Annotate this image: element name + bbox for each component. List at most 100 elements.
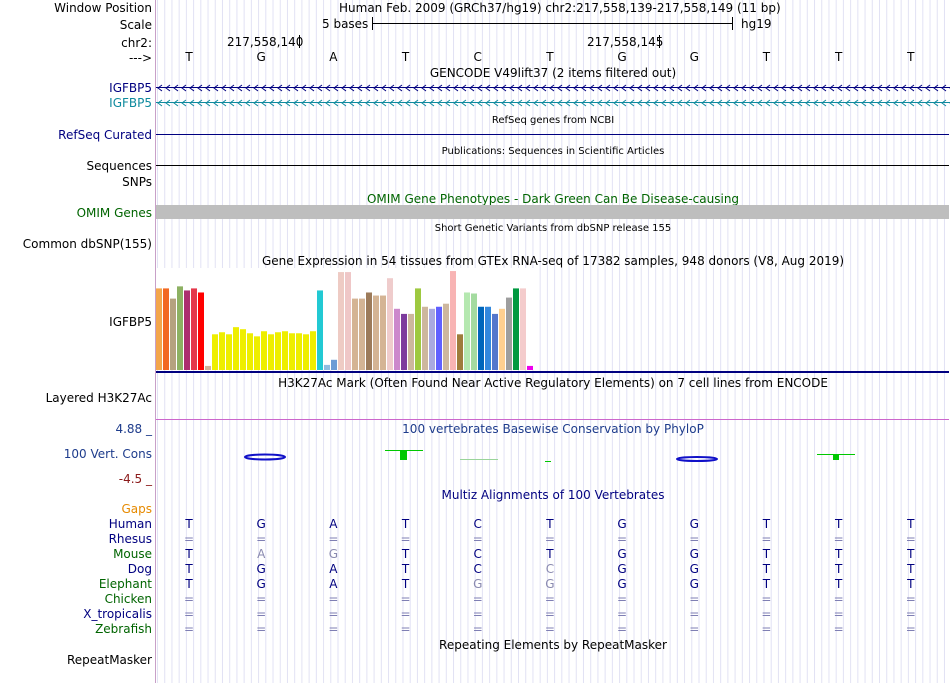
alignment-base: T <box>907 562 915 576</box>
alignment-base: T <box>401 547 410 561</box>
gencode-gene-igfbp5-a[interactable] <box>156 81 950 95</box>
alignment-base: G <box>689 547 699 561</box>
repeatmasker-label[interactable]: RepeatMasker <box>66 653 152 667</box>
alignment-base: = <box>833 532 844 546</box>
alignment-base: = <box>689 592 700 606</box>
h3k27ac-signal-line[interactable] <box>156 419 949 420</box>
alignment-base: T <box>834 517 843 531</box>
alignment-base: T <box>185 577 193 591</box>
alignment-base: A <box>329 517 338 531</box>
alignment-base: = <box>256 607 267 621</box>
alignment-base: T <box>834 547 843 561</box>
gtex-bar-45 <box>471 293 477 370</box>
species-label-x_tropicalis[interactable]: X_tropicalis <box>83 607 152 621</box>
gtex-bar-35 <box>401 313 407 370</box>
omim-title: OMIM Gene Phenotypes - Dark Green Can Be… <box>366 192 740 206</box>
base-8: T <box>762 50 771 64</box>
alignment-base: = <box>689 607 700 621</box>
alignment-base: T <box>401 562 410 576</box>
dbsnp-label[interactable]: Common dbSNP(155) <box>22 237 152 251</box>
gtex-bar-48 <box>492 313 498 370</box>
alignment-base: = <box>256 592 267 606</box>
alignment-base: = <box>328 607 339 621</box>
alignment-base: = <box>761 532 772 546</box>
phylop-mark-t3 <box>817 454 855 460</box>
alignment-base: = <box>905 592 916 606</box>
alignment-base: = <box>544 532 555 546</box>
refseq-gene-line[interactable] <box>156 134 949 135</box>
base-3: T <box>401 50 410 64</box>
species-label-zebrafish[interactable]: Zebrafish <box>95 622 152 636</box>
base-7: G <box>689 50 699 64</box>
refseq-label[interactable]: RefSeq Curated <box>58 128 152 142</box>
alignment-base: = <box>544 622 555 636</box>
alignment-base: G <box>617 577 627 591</box>
gencode-gene-igfbp5-b[interactable] <box>156 96 950 110</box>
gtex-bar-24 <box>324 364 330 370</box>
alignment-base: A <box>257 547 266 561</box>
base-9: T <box>834 50 843 64</box>
gtex-label[interactable]: IGFBP5 <box>109 315 152 329</box>
gencode-gene-igfbp5-b-label[interactable]: IGFBP5 <box>109 96 152 110</box>
species-label-elephant[interactable]: Elephant <box>98 577 152 591</box>
sequences-label[interactable]: Sequences <box>86 159 152 173</box>
alignment-base: T <box>907 577 915 591</box>
phylop-label[interactable]: 100 Vert. Cons <box>63 447 152 461</box>
gtex-bar-43 <box>457 334 463 370</box>
gencode-title: GENCODE V49lift37 (2 items filtered out) <box>429 66 677 80</box>
gtex-bar-51 <box>513 288 519 370</box>
window-position-value[interactable]: Human Feb. 2009 (GRCh37/hg19) chr2:217,5… <box>339 1 781 15</box>
snps-label[interactable]: SNPs <box>122 175 152 189</box>
base-4: C <box>473 50 482 64</box>
gtex-bar-19 <box>289 333 295 370</box>
scale-bar <box>372 23 733 24</box>
gtex-bar-50 <box>506 297 512 370</box>
species-label-dog[interactable]: Dog <box>127 562 152 576</box>
gtex-bar-26 <box>338 272 344 370</box>
base-1: G <box>256 50 266 64</box>
dbsnp-title: Short Genetic Variants from dbSNP releas… <box>434 223 672 234</box>
alignment-base: = <box>472 607 483 621</box>
h3k27ac-label[interactable]: Layered H3K27Ac <box>45 391 152 405</box>
alignment-base: T <box>834 562 843 576</box>
species-label-gaps[interactable]: Gaps <box>121 502 152 516</box>
alignment-base: T <box>546 517 554 531</box>
species-label-human[interactable]: Human <box>108 517 152 531</box>
alignment-base: = <box>761 622 772 636</box>
alignment-base: G <box>473 577 483 591</box>
alignment-base: = <box>617 607 628 621</box>
base-2: A <box>329 50 338 64</box>
phylop-max-label: 4.88 _ <box>115 422 152 436</box>
alignment-base: G <box>256 517 266 531</box>
alignment-base: T <box>546 547 554 561</box>
alignment-base: = <box>183 532 195 546</box>
phylop-mark-t2 <box>545 461 551 462</box>
alignment-base: G <box>689 577 699 591</box>
gtex-expression-chart[interactable] <box>156 268 950 374</box>
alignment-base: G <box>689 517 699 531</box>
phylop-conservation-plot[interactable] <box>156 440 950 470</box>
gencode-gene-igfbp5-a-label[interactable]: IGFBP5 <box>109 81 152 95</box>
position-tick-1-mark <box>299 35 300 48</box>
alignment-base: A <box>329 562 338 576</box>
chrom-label: chr2: <box>121 36 152 50</box>
species-label-rhesus[interactable]: Rhesus <box>108 532 152 546</box>
gtex-bar-53 <box>527 365 533 370</box>
gtex-bar-22 <box>310 331 316 370</box>
gtex-bar-20 <box>296 333 302 370</box>
gtex-bar-47 <box>485 306 491 370</box>
h3k27ac-title: H3K27Ac Mark (Often Found Near Active Re… <box>278 376 828 390</box>
sequences-line[interactable] <box>156 165 949 166</box>
omim-label[interactable]: OMIM Genes <box>76 206 152 220</box>
alignment-base: = <box>544 607 555 621</box>
omim-phenotype-bar[interactable] <box>156 205 949 219</box>
gtex-bar-11 <box>233 327 239 370</box>
base-6: G <box>617 50 627 64</box>
alignment-base: T <box>762 547 771 561</box>
alignment-base: T <box>185 547 193 561</box>
species-label-mouse[interactable]: Mouse <box>113 547 152 561</box>
species-label-chicken[interactable]: Chicken <box>104 592 152 606</box>
gtex-bar-36 <box>408 313 414 370</box>
alignment-base: G <box>617 562 627 576</box>
gtex-bar-34 <box>394 308 400 370</box>
